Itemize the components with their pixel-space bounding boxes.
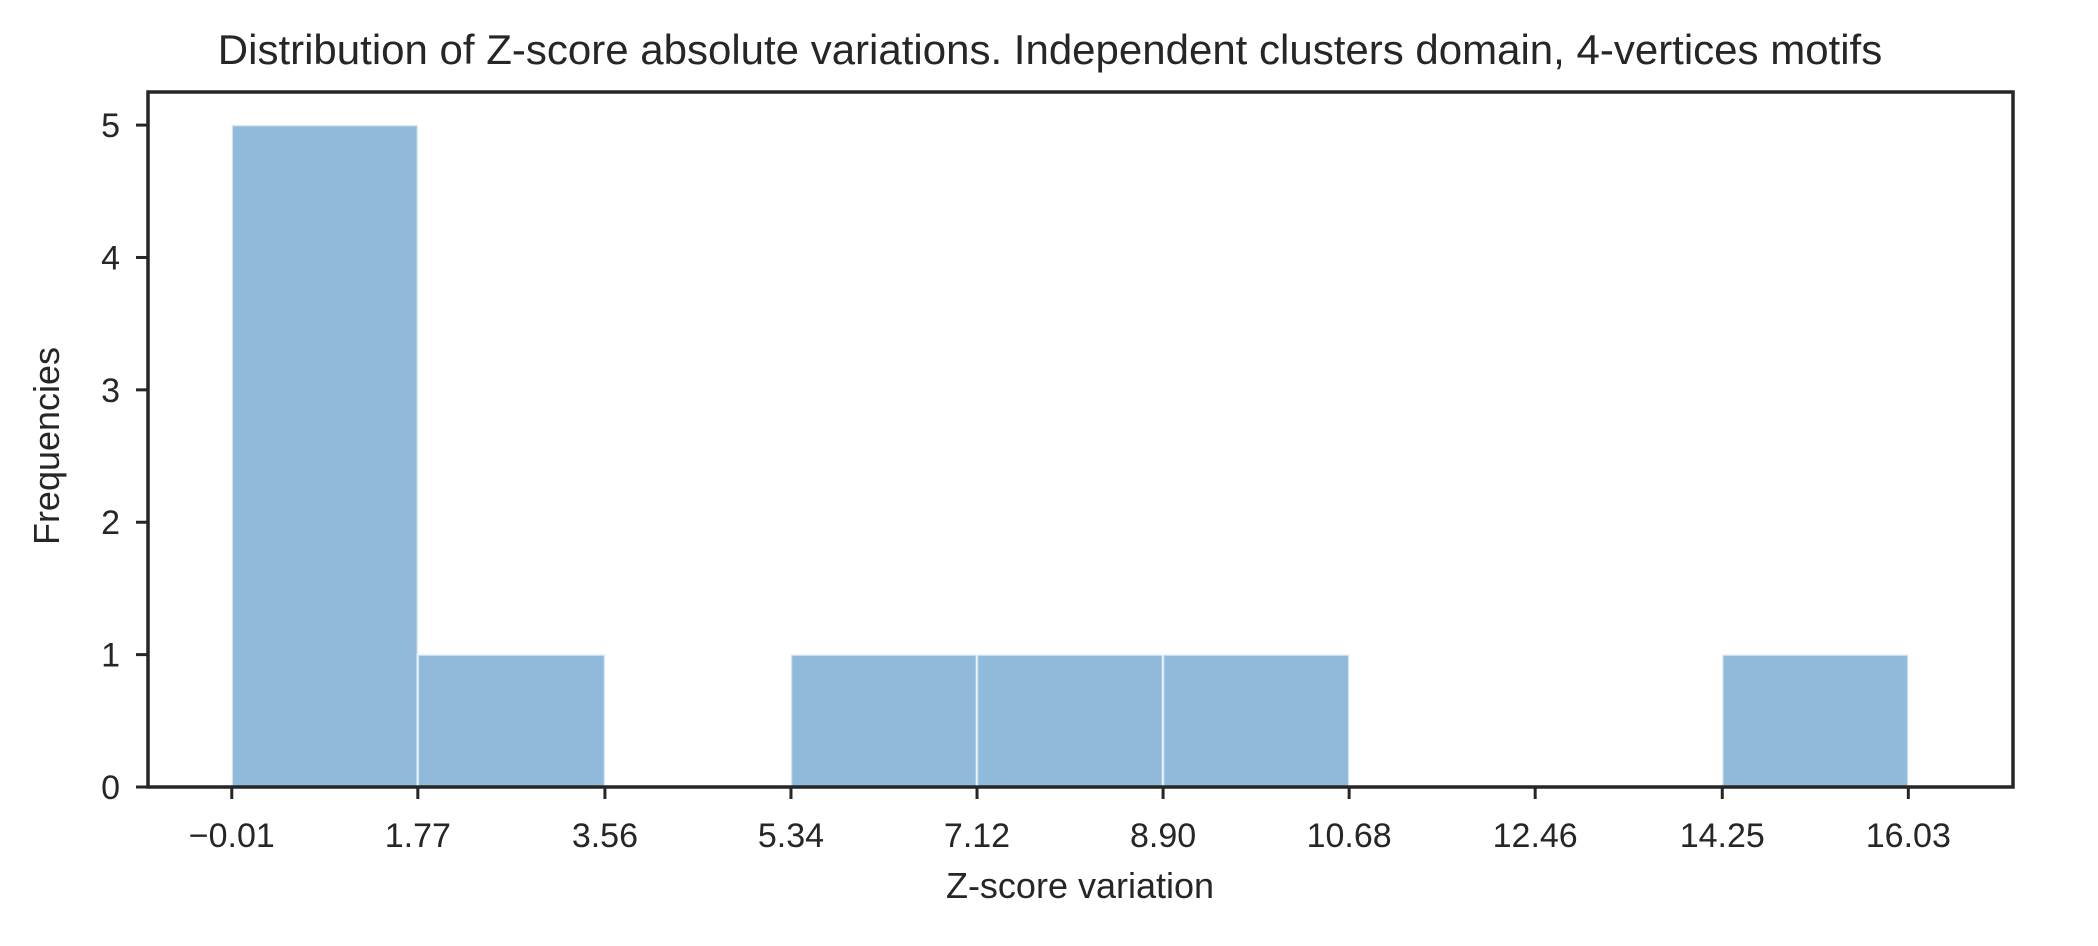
chart-title: Distribution of Z-score absolute variati… [218, 26, 1882, 73]
y-tick-label: 0 [101, 769, 120, 807]
x-tick-label: −0.01 [189, 817, 275, 855]
y-tick-label: 5 [101, 107, 120, 145]
y-tick-label: 3 [101, 372, 120, 410]
x-tick-label: 10.68 [1307, 817, 1392, 855]
histogram-bar [1721, 653, 1910, 789]
x-tick-label: 16.03 [1866, 817, 1951, 855]
histogram-bar [975, 653, 1165, 789]
x-tick-label: 7.12 [944, 817, 1010, 855]
x-tick-label: 3.56 [572, 817, 638, 855]
y-tick-label: 2 [101, 504, 120, 542]
y-tick-label: 1 [101, 637, 120, 675]
x-tick-label: 1.77 [385, 817, 451, 855]
histogram-bar [1161, 653, 1351, 789]
bars-layer [230, 123, 1910, 789]
x-tick-label: 14.25 [1680, 817, 1765, 855]
histogram-bar [789, 653, 979, 789]
y-axis-label: Frequencies [26, 347, 67, 545]
x-tick-label: 5.34 [758, 817, 824, 855]
y-tick-label: 4 [101, 239, 120, 277]
histogram-bar [416, 653, 607, 789]
y-axis: 0 1 2 3 4 5 [101, 107, 148, 807]
histogram-bar [230, 123, 420, 789]
x-axis-label: Z-score variation [946, 865, 1214, 906]
x-tick-label: 8.90 [1130, 817, 1196, 855]
plot-frame [146, 90, 2015, 789]
x-axis: −0.01 1.77 3.56 5.34 7.12 8.90 10.68 12.46 14.25… [189, 787, 1951, 855]
x-tick-label: 12.46 [1493, 817, 1578, 855]
